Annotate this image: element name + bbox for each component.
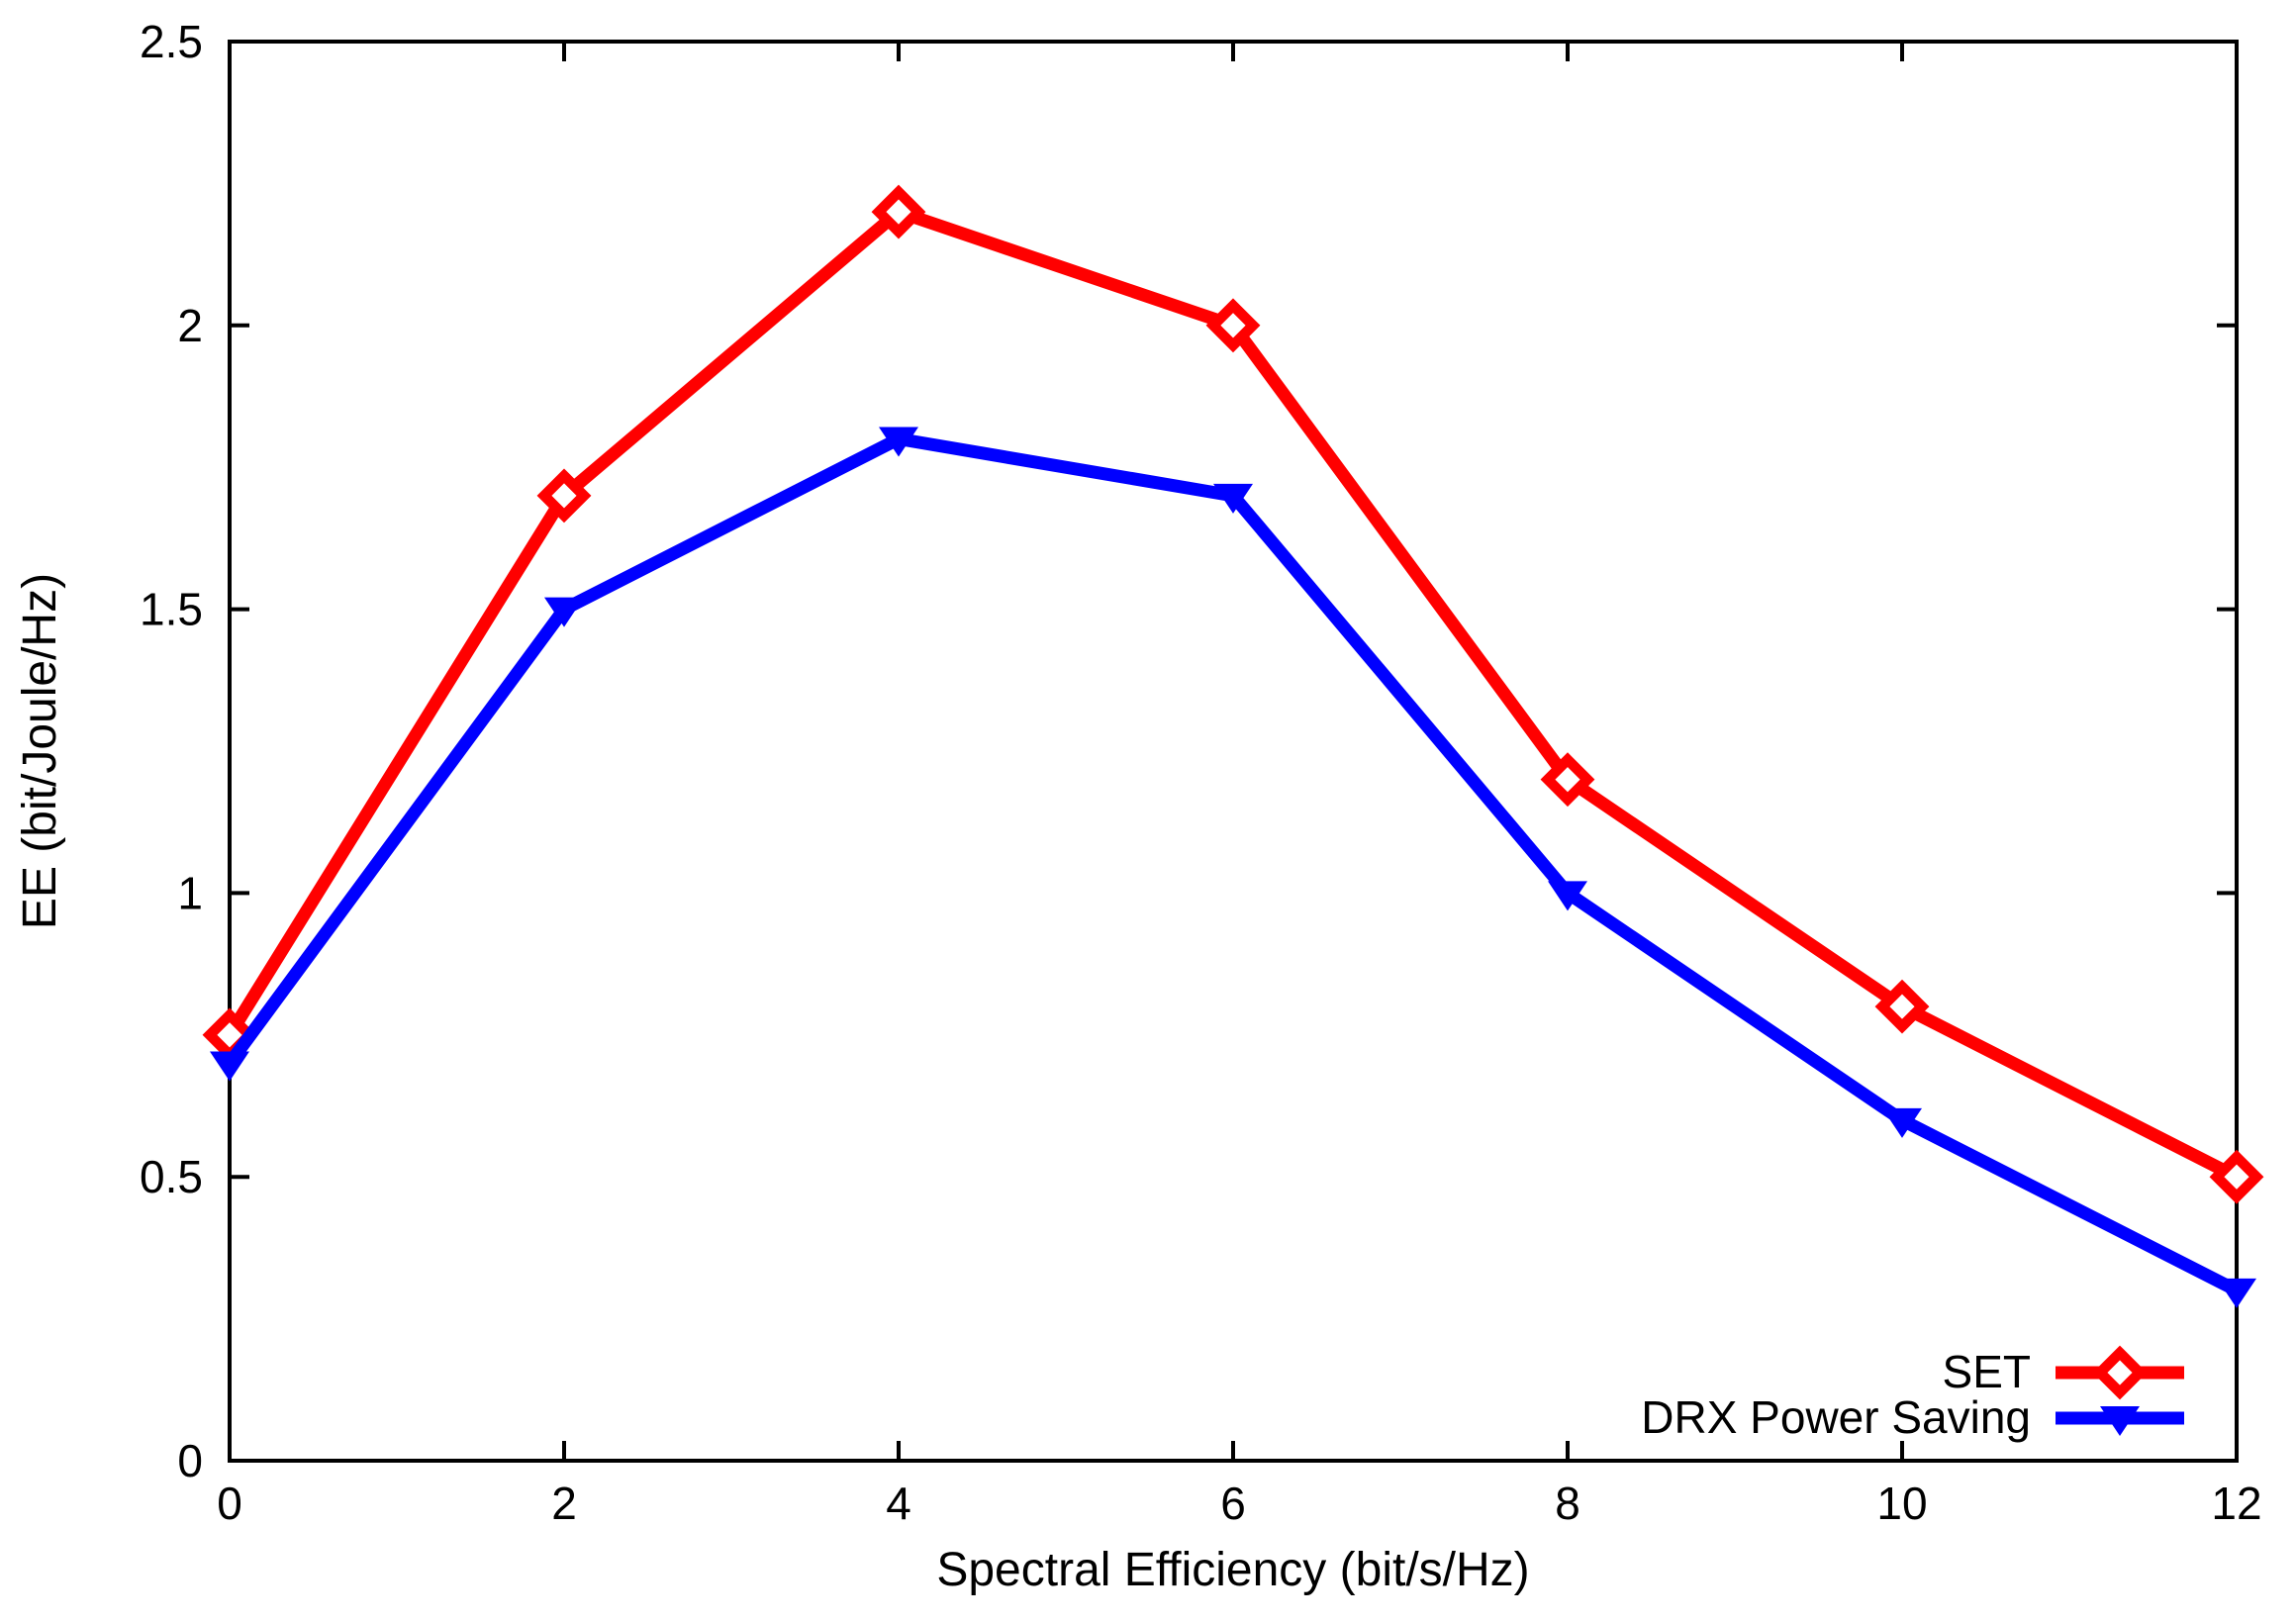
- legend-label-set: SET: [1943, 1346, 2031, 1397]
- marker-drx-power-saving: [2217, 1278, 2256, 1308]
- x-tick-label: 12: [2211, 1478, 2261, 1529]
- y-tick-label: 0: [177, 1435, 203, 1486]
- marker-drx-power-saving: [1213, 483, 1253, 514]
- x-tick-label: 8: [1555, 1478, 1580, 1529]
- x-tick-label: 0: [217, 1478, 242, 1529]
- x-tick-label: 2: [551, 1478, 577, 1529]
- series-line-set: [224, 205, 2240, 1183]
- marker-set: [1205, 298, 1261, 353]
- x-tick-label: 10: [1876, 1478, 1927, 1529]
- marker-drx-power-saving: [1882, 1107, 1922, 1138]
- legend-label-drx-power-saving: DRX Power Saving: [1641, 1391, 2031, 1443]
- legend-sample-marker-drx-power-saving: [2100, 1406, 2140, 1436]
- marker-drx-power-saving: [879, 427, 918, 457]
- marker-drx-power-saving: [210, 1051, 249, 1082]
- marker-drx-power-saving: [1548, 881, 1587, 911]
- marker-drx-power-saving: [544, 597, 584, 627]
- marker-set: [536, 468, 592, 524]
- marker-set: [871, 184, 926, 239]
- x-tick-label: 6: [1220, 1478, 1246, 1529]
- marker-set: [2209, 1149, 2264, 1204]
- y-axis-title: EE (bit/Joule/Hz): [14, 573, 66, 929]
- legend-sample-marker-set: [2092, 1345, 2148, 1400]
- marker-set: [1540, 752, 1595, 808]
- y-tick-label: 0.5: [140, 1151, 203, 1202]
- y-tick-label: 1: [177, 867, 203, 918]
- x-axis-title: Spectral Efficiency (bit/s/Hz): [936, 1544, 1529, 1596]
- x-tick-label: 4: [886, 1478, 911, 1529]
- series-line-drx-power-saving: [224, 432, 2240, 1296]
- marker-set: [1874, 979, 1930, 1034]
- y-tick-label: 1.5: [140, 584, 203, 635]
- y-tick-label: 2: [177, 300, 203, 351]
- plot-frame: [228, 40, 2239, 1463]
- y-tick-label: 2.5: [140, 16, 203, 67]
